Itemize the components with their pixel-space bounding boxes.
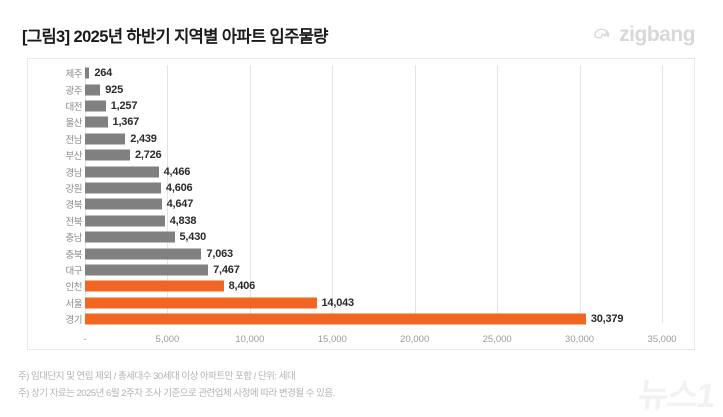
chart-container: - 5,000 10,000 15,000 20,000 25,000 30,000 35,0… bbox=[27, 58, 695, 350]
bar bbox=[85, 100, 106, 112]
bar bbox=[85, 116, 108, 128]
bar-row: 경북 4,647 bbox=[28, 196, 694, 212]
bar-value-label: 4,606 bbox=[165, 181, 193, 194]
watermark: 뉴스1 bbox=[634, 377, 716, 415]
bar bbox=[85, 297, 317, 309]
bar bbox=[85, 313, 586, 325]
gridline bbox=[249, 65, 251, 323]
bar-row: 경기 30,379 bbox=[28, 311, 694, 327]
bar bbox=[85, 84, 101, 96]
gridline bbox=[85, 65, 86, 323]
bar-value-label: 7,063 bbox=[206, 247, 233, 260]
x-axis-tick-label: 10,000 bbox=[235, 334, 265, 345]
category-label: 전남 bbox=[65, 134, 83, 146]
chart-header: [그림3] 2025년 하반기 지역별 아파트 입주물량 zigbang bbox=[0, 0, 723, 58]
category-label: 광주 bbox=[65, 85, 83, 97]
gridline bbox=[662, 65, 663, 323]
category-label: 울산 bbox=[65, 118, 83, 130]
bar-value-label: 14,043 bbox=[321, 296, 355, 309]
gridline bbox=[167, 65, 169, 323]
x-axis-tick-label: 20,000 bbox=[400, 334, 430, 345]
x-axis-tick-label: 25,000 bbox=[482, 334, 512, 345]
footnote-line: 주) 상기 자료는 2025년 6월 2주차 조사 기준으로 관련업체 사정에 … bbox=[18, 388, 335, 399]
bar-value-label: 7,467 bbox=[213, 263, 240, 276]
bar bbox=[85, 67, 90, 79]
category-label: 서울 bbox=[65, 298, 83, 310]
bar bbox=[85, 133, 126, 145]
gridline bbox=[497, 65, 499, 323]
bar-value-label: 2,726 bbox=[134, 149, 162, 162]
category-label: 충북 bbox=[65, 249, 83, 261]
footnote-line: 주) 임대단지 및 연립 제외 / 총세대수 30세대 이상 아파트만 포함 /… bbox=[18, 371, 296, 382]
gridline bbox=[332, 65, 334, 323]
bar-value-label: 8,406 bbox=[228, 280, 256, 293]
x-axis-tick-label: - bbox=[83, 334, 87, 345]
bar-row: 제주 264 bbox=[28, 65, 694, 81]
bar-row: 대전 1,257 bbox=[28, 98, 694, 114]
category-label: 제주 bbox=[65, 69, 83, 81]
bar-row: 충북 7,063 bbox=[28, 245, 694, 261]
bar bbox=[85, 198, 162, 210]
bar-value-label: 1,367 bbox=[112, 116, 140, 129]
category-label: 부산 bbox=[65, 151, 83, 163]
bar-rows: 제주 264 광주 925 대전 1,257 울산 1,367 전남 2,439 부산 2,726 경남… bbox=[28, 65, 694, 326]
category-label: 경북 bbox=[65, 200, 83, 212]
category-label: 충남 bbox=[65, 233, 83, 245]
bar bbox=[85, 215, 165, 227]
bar bbox=[85, 264, 209, 276]
footnotes: 주) 임대단지 및 연립 제외 / 총세대수 30세대 이상 아파트만 포함 /… bbox=[18, 368, 538, 402]
gridline bbox=[414, 65, 416, 323]
zigbang-logo-icon bbox=[594, 28, 610, 38]
x-axis-tick-label: 15,000 bbox=[317, 334, 347, 345]
category-label: 전북 bbox=[65, 216, 83, 228]
bar-row: 울산 1,367 bbox=[28, 114, 694, 130]
bar-row: 서울 14,043 bbox=[28, 295, 694, 311]
category-label: 강원 bbox=[65, 183, 83, 195]
category-label: 인천 bbox=[65, 282, 83, 294]
bar-row: 전북 4,838 bbox=[28, 213, 694, 229]
category-label: 경기 bbox=[65, 315, 83, 327]
bar-value-label: 30,379 bbox=[590, 313, 624, 326]
category-label: 경남 bbox=[65, 167, 83, 179]
x-axis-tick-label: 35,000 bbox=[647, 334, 677, 345]
bar bbox=[85, 166, 159, 178]
category-label: 대구 bbox=[65, 265, 83, 277]
bar-value-label: 4,466 bbox=[163, 165, 191, 178]
bar-value-label: 4,838 bbox=[169, 214, 197, 227]
bar-row: 광주 925 bbox=[28, 81, 694, 97]
bar-row: 충남 5,430 bbox=[28, 229, 694, 245]
bar bbox=[85, 149, 130, 161]
bar-row: 전남 2,439 bbox=[28, 131, 694, 147]
bar bbox=[85, 248, 202, 260]
bar-value-label: 1,257 bbox=[110, 99, 138, 112]
gridline bbox=[579, 65, 581, 323]
bar-row: 인천 8,406 bbox=[28, 278, 694, 294]
bar bbox=[85, 280, 224, 292]
bar-row: 강원 4,606 bbox=[28, 180, 694, 196]
page-title: [그림3] 2025년 하반기 지역별 아파트 입주물량 bbox=[22, 28, 328, 46]
plot-area: - 5,000 10,000 15,000 20,000 25,000 30,000 35,0… bbox=[28, 59, 694, 349]
bar-value-label: 2,439 bbox=[130, 132, 157, 145]
brand-name: zigbang bbox=[619, 23, 695, 46]
bar-value-label: 4,647 bbox=[166, 198, 194, 211]
bar-row: 대구 7,467 bbox=[28, 262, 694, 278]
bar-value-label: 925 bbox=[105, 83, 123, 96]
bar-value-label: 5,430 bbox=[179, 231, 207, 244]
brand-logo: zigbang bbox=[592, 24, 695, 45]
x-axis-tick-label: 5,000 bbox=[155, 334, 180, 345]
category-label: 대전 bbox=[65, 101, 83, 113]
bar-row: 경남 4,466 bbox=[28, 163, 694, 179]
bar-row: 부산 2,726 bbox=[28, 147, 694, 163]
bar bbox=[85, 231, 175, 243]
x-axis-tick-label: 30,000 bbox=[565, 334, 595, 345]
bar bbox=[85, 182, 161, 194]
bar-value-label: 264 bbox=[94, 67, 113, 80]
